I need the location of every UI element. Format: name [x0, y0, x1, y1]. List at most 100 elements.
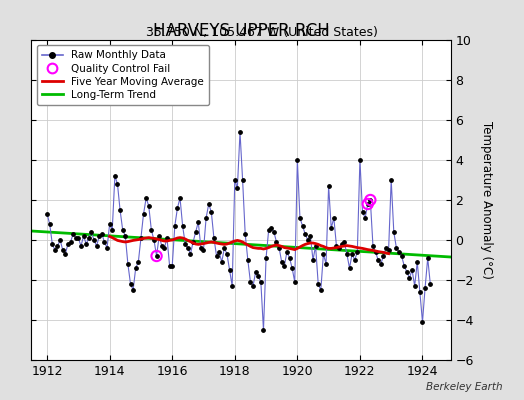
Point	[61, 251, 70, 257]
Text: Berkeley Earth: Berkeley Earth	[427, 382, 503, 392]
Point	[249, 283, 257, 289]
Point	[152, 253, 161, 259]
Point	[353, 249, 362, 255]
Point	[252, 269, 260, 275]
Point	[233, 185, 242, 191]
Point	[379, 253, 388, 259]
Point	[137, 235, 145, 241]
Point	[95, 233, 103, 239]
Point	[51, 247, 59, 253]
Point	[319, 251, 328, 257]
Point	[48, 241, 57, 247]
Point	[231, 177, 239, 183]
Point	[262, 255, 270, 261]
Point	[132, 265, 140, 271]
Point	[372, 249, 380, 255]
Point	[356, 157, 364, 163]
Point	[87, 229, 95, 235]
Point	[408, 267, 416, 273]
Point	[361, 215, 369, 221]
Point	[397, 253, 406, 259]
Point	[413, 259, 421, 265]
Point	[241, 231, 249, 237]
Point	[77, 243, 85, 249]
Point	[223, 251, 231, 257]
Point	[298, 223, 307, 229]
Point	[270, 229, 278, 235]
Point	[283, 249, 291, 255]
Point	[134, 259, 143, 265]
Point	[330, 215, 338, 221]
Point	[340, 239, 348, 245]
Point	[199, 247, 208, 253]
Point	[72, 235, 80, 241]
Point	[56, 237, 64, 243]
Point	[303, 237, 312, 243]
Point	[402, 269, 411, 275]
Point	[64, 241, 72, 247]
Point	[220, 245, 228, 251]
Point	[171, 223, 179, 229]
Point	[217, 259, 226, 265]
Point	[158, 243, 166, 249]
Point	[286, 255, 294, 261]
Point	[306, 233, 314, 239]
Point	[168, 263, 177, 269]
Point	[418, 319, 427, 325]
Point	[108, 227, 116, 233]
Title: HARVEYS UPPER RCH: HARVEYS UPPER RCH	[152, 22, 330, 40]
Point	[186, 251, 194, 257]
Point	[145, 203, 153, 209]
Point	[257, 279, 265, 285]
Point	[215, 249, 223, 255]
Point	[369, 243, 377, 249]
Point	[238, 177, 247, 183]
Point	[395, 249, 403, 255]
Point	[97, 231, 106, 237]
Point	[225, 267, 234, 273]
Point	[385, 247, 393, 253]
Point	[147, 227, 156, 233]
Point	[343, 251, 351, 257]
Point	[179, 223, 187, 229]
Point	[351, 257, 359, 263]
Point	[163, 235, 171, 241]
Point	[259, 327, 268, 333]
Point	[405, 275, 413, 281]
Point	[152, 253, 161, 259]
Point	[92, 243, 101, 249]
Point	[364, 201, 372, 207]
Point	[166, 263, 174, 269]
Point	[246, 279, 255, 285]
Point	[358, 209, 367, 215]
Point	[364, 201, 372, 207]
Point	[228, 283, 236, 289]
Point	[184, 245, 192, 251]
Point	[382, 245, 390, 251]
Point	[267, 225, 276, 231]
Point	[181, 241, 190, 247]
Point	[105, 221, 114, 227]
Point	[84, 235, 93, 241]
Point	[46, 221, 54, 227]
Point	[366, 197, 375, 203]
Point	[244, 257, 252, 263]
Point	[288, 265, 296, 271]
Point	[202, 215, 210, 221]
Point	[236, 129, 244, 135]
Point	[194, 219, 202, 225]
Point	[348, 251, 356, 257]
Point	[265, 227, 273, 233]
Point	[113, 181, 122, 187]
Legend: Raw Monthly Data, Quality Control Fail, Five Year Moving Average, Long-Term Tren: Raw Monthly Data, Quality Control Fail, …	[37, 45, 209, 105]
Point	[82, 241, 90, 247]
Point	[316, 287, 325, 293]
Point	[189, 239, 197, 245]
Point	[314, 281, 322, 287]
Point	[345, 265, 354, 271]
Point	[423, 255, 432, 261]
Point	[160, 245, 169, 251]
Point	[139, 211, 148, 217]
Point	[43, 211, 51, 217]
Point	[278, 259, 286, 265]
